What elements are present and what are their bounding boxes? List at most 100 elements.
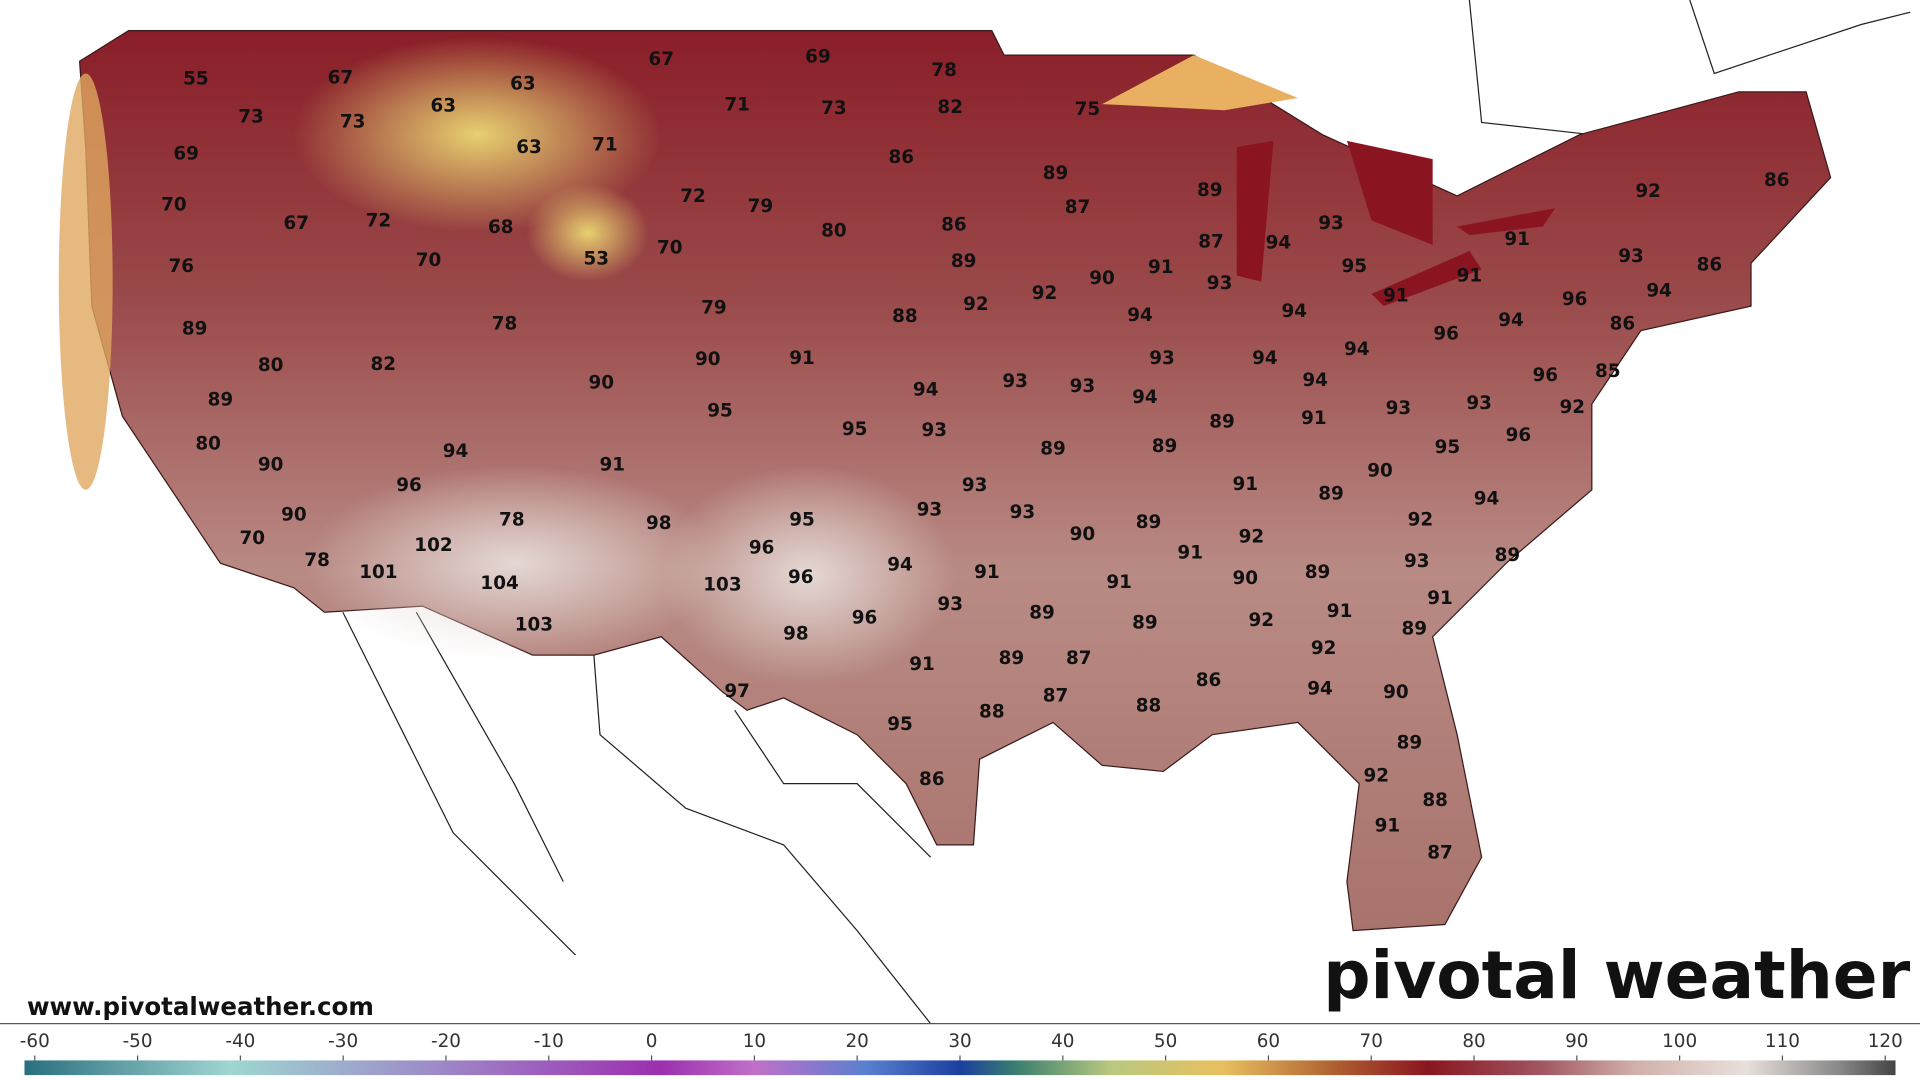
temp-label: 89 bbox=[1209, 411, 1235, 432]
temp-label: 93 bbox=[917, 500, 943, 521]
temp-label: 93 bbox=[962, 475, 988, 496]
temp-label: 90 bbox=[588, 372, 614, 393]
temp-label: 94 bbox=[1474, 489, 1500, 510]
temp-label: 85 bbox=[1595, 361, 1621, 382]
temp-label: 93 bbox=[1404, 551, 1430, 572]
colorbar-tick-label: -50 bbox=[123, 1031, 153, 1052]
temp-label: 91 bbox=[789, 348, 815, 369]
temp-label: 95 bbox=[1342, 256, 1368, 277]
temp-label: 91 bbox=[1427, 588, 1453, 609]
colorbar-tick-label: 50 bbox=[1154, 1031, 1177, 1052]
colorbar-tick-label: 0 bbox=[646, 1031, 658, 1052]
temp-label: 92 bbox=[1248, 610, 1274, 631]
temp-label: 86 bbox=[919, 769, 945, 790]
temp-label: 72 bbox=[680, 186, 706, 207]
temp-label: 96 bbox=[1533, 365, 1559, 386]
temp-label: 90 bbox=[1233, 568, 1259, 589]
temp-label: 92 bbox=[1635, 181, 1661, 202]
colorbar-ticks: -60 -50 -40 -30 -20 -10 0 10 20 30 40 50 60 70 80 90 100… bbox=[20, 1031, 1903, 1061]
temperature-labels: 55 67 73 73 63 63 67 69 78 71 73 82 75 69 63 71 86 89 87 89… bbox=[161, 47, 1789, 864]
temp-label: 93 bbox=[1002, 371, 1028, 392]
temp-label: 94 bbox=[887, 555, 913, 576]
temp-label: 98 bbox=[646, 513, 672, 534]
temp-label: 73 bbox=[238, 107, 264, 128]
temp-label: 95 bbox=[887, 714, 913, 735]
temp-label: 69 bbox=[805, 47, 831, 68]
temp-label: 71 bbox=[592, 135, 618, 156]
colorbar-tick-label: -40 bbox=[225, 1031, 255, 1052]
temp-label: 82 bbox=[370, 354, 396, 375]
colorbar-tick-label: -60 bbox=[20, 1031, 50, 1052]
temp-label: 90 bbox=[1070, 524, 1096, 545]
temp-label: 93 bbox=[937, 594, 963, 615]
temp-label: 89 bbox=[951, 251, 977, 272]
temp-label: 86 bbox=[888, 147, 914, 168]
colorbar-tick-label: -10 bbox=[534, 1031, 564, 1052]
temp-label: 96 bbox=[852, 607, 878, 628]
temp-label: 78 bbox=[499, 509, 525, 530]
temp-label: 89 bbox=[1402, 618, 1428, 639]
temp-label: 90 bbox=[258, 454, 284, 475]
temp-label: 94 bbox=[1344, 339, 1370, 360]
temp-label: 63 bbox=[516, 137, 542, 158]
coastline bbox=[342, 0, 1911, 1025]
temp-label: 55 bbox=[183, 69, 209, 90]
temp-label: 76 bbox=[168, 256, 194, 277]
temp-label: 91 bbox=[1383, 285, 1409, 306]
temp-label: 90 bbox=[695, 349, 721, 370]
temp-label: 63 bbox=[510, 73, 536, 94]
temp-label: 96 bbox=[1433, 323, 1459, 344]
colorbar bbox=[24, 1060, 1896, 1076]
temp-label: 67 bbox=[328, 67, 354, 88]
temp-label: 97 bbox=[724, 681, 750, 702]
temp-label: 94 bbox=[1132, 387, 1158, 408]
temp-label: 67 bbox=[648, 49, 674, 70]
temp-label: 89 bbox=[1040, 438, 1066, 459]
temp-label: 95 bbox=[1435, 437, 1461, 458]
temp-label: 94 bbox=[1302, 370, 1328, 391]
temp-label: 69 bbox=[173, 143, 199, 164]
temp-label: 89 bbox=[1029, 602, 1055, 623]
temp-label: 91 bbox=[1148, 257, 1174, 278]
temp-label: 91 bbox=[1327, 601, 1353, 622]
temp-label: 102 bbox=[414, 535, 452, 556]
temp-label: 89 bbox=[1132, 612, 1158, 633]
temp-label: 68 bbox=[488, 217, 514, 238]
temp-label: 94 bbox=[913, 380, 939, 401]
temp-label: 93 bbox=[1466, 393, 1492, 414]
temp-label: 88 bbox=[892, 306, 918, 327]
colorbar-tick-label: 40 bbox=[1051, 1031, 1074, 1052]
temp-label: 91 bbox=[974, 562, 1000, 583]
temp-label: 89 bbox=[208, 389, 234, 410]
temp-label: 92 bbox=[1559, 397, 1585, 418]
colorbar-tick-label: -30 bbox=[328, 1031, 358, 1052]
temp-label: 92 bbox=[1364, 765, 1390, 786]
temp-label: 53 bbox=[584, 249, 610, 270]
temp-label: 94 bbox=[1252, 348, 1278, 369]
temp-label: 80 bbox=[258, 355, 284, 376]
temp-label: 91 bbox=[1177, 542, 1203, 563]
colorbar-tick-label: 90 bbox=[1565, 1031, 1588, 1052]
lake-ontario bbox=[1457, 208, 1556, 236]
temp-label: 94 bbox=[1266, 233, 1292, 254]
temp-label: 80 bbox=[195, 433, 221, 454]
colorbar-tick-label: 110 bbox=[1765, 1031, 1800, 1052]
temp-label: 101 bbox=[359, 562, 397, 583]
temp-label: 79 bbox=[748, 196, 774, 217]
lake-huron bbox=[1346, 140, 1433, 245]
temp-label: 93 bbox=[1618, 246, 1644, 267]
temp-label: 88 bbox=[979, 702, 1005, 723]
colorbar-tick-label: 20 bbox=[846, 1031, 869, 1052]
temp-label: 88 bbox=[1136, 696, 1162, 717]
temp-label: 87 bbox=[1198, 231, 1224, 252]
temp-label: 96 bbox=[1562, 289, 1588, 310]
plains-region bbox=[661, 465, 956, 686]
temp-label: 92 bbox=[1408, 509, 1434, 530]
mountain-region bbox=[293, 36, 662, 233]
temp-label: 87 bbox=[1043, 686, 1069, 707]
lake-erie bbox=[1371, 251, 1482, 307]
temp-label: 94 bbox=[1646, 280, 1672, 301]
temp-label: 93 bbox=[922, 420, 948, 441]
temp-label: 93 bbox=[1149, 348, 1175, 369]
